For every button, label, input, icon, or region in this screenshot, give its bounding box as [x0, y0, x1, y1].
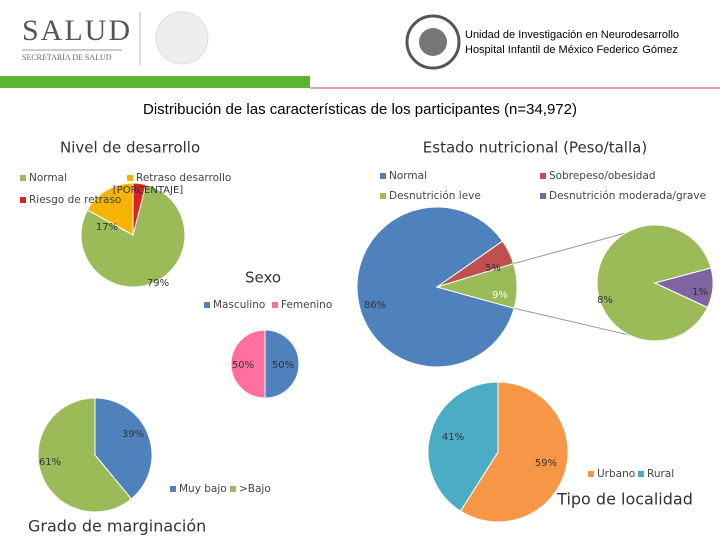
chart-title: Estado nutricional (Peso/talla): [423, 139, 647, 157]
value-label: 41%: [442, 432, 464, 443]
legend-label: Rural: [647, 468, 674, 480]
emblem: [155, 11, 209, 65]
legend-label: Masculino: [213, 299, 265, 311]
legend-swatch: [380, 193, 386, 199]
legend-swatch: [638, 471, 644, 477]
header-hospital: Hospital Infantil de México Federico Góm…: [465, 44, 678, 56]
legend-swatch: [230, 486, 236, 492]
value-label: 39%: [122, 429, 144, 440]
logo-title: SALUD: [22, 14, 132, 47]
legend-label: Normal: [29, 172, 67, 184]
pie-slice: [80, 184, 186, 288]
legend-swatch: [170, 486, 176, 492]
value-label: 50%: [232, 360, 254, 371]
chart-title: Grado de marginación: [28, 517, 206, 536]
legend-swatch: [20, 175, 26, 181]
pie-slice: [427, 381, 499, 512]
chart-title: Tipo de localidad: [556, 490, 693, 509]
value-label: 61%: [39, 457, 61, 468]
value-label: 59%: [535, 458, 557, 469]
legend-label: Desnutrición moderada/grave: [549, 190, 706, 202]
pie-slice: [86, 182, 134, 236]
legend-label: Femenino: [281, 299, 332, 311]
legend-label: Retraso desarrollo: [136, 172, 231, 184]
logo-subtitle: SECRETARÍA DE SALUD: [22, 52, 112, 62]
value-label: 50%: [272, 360, 294, 371]
legend-swatch: [272, 302, 278, 308]
legend-swatch: [588, 471, 594, 477]
legend-label: >Bajo: [239, 483, 271, 495]
legend-label: Urbano: [597, 468, 635, 480]
value-label: 1%: [692, 287, 708, 298]
legend-label: Muy bajo: [179, 483, 227, 495]
legend-swatch: [204, 302, 210, 308]
pie-slice: [230, 329, 266, 399]
pie-slice: [132, 182, 147, 236]
value-label: 86%: [364, 300, 386, 311]
pie-slice: [264, 329, 300, 399]
legend-swatch: [540, 193, 546, 199]
legend-label: Sobrepeso/obesidad: [549, 170, 656, 182]
header-unit: Unidad de Investigación en Neurodesarrol…: [465, 29, 679, 41]
pie-slice: [94, 397, 153, 500]
header-bar: [0, 76, 310, 88]
legend-swatch: [380, 173, 386, 179]
annotation: [PORCENTAJE]: [113, 185, 183, 196]
legend-label: Normal: [389, 170, 427, 182]
chart-title: Sexo: [245, 269, 281, 287]
legend-swatch: [127, 175, 133, 181]
value-label: 8%: [597, 295, 613, 306]
value-label: 79%: [147, 278, 169, 289]
value-label: 17%: [96, 222, 118, 233]
legend-swatch: [20, 197, 26, 203]
pie-slice: [37, 397, 133, 513]
pie-slice: [459, 381, 569, 523]
legend-swatch: [540, 173, 546, 179]
legend-label: Riesgo de retraso: [29, 194, 121, 206]
pie-slice: [653, 267, 714, 309]
hospital-logo-core: [419, 28, 447, 56]
chart-title: Nivel de desarrollo: [60, 139, 200, 157]
value-label: 9%: [492, 290, 508, 301]
legend-label: Desnutrición leve: [389, 190, 481, 202]
value-label: 5%: [485, 263, 501, 274]
slide-title: Distribución de las características de l…: [143, 101, 577, 118]
